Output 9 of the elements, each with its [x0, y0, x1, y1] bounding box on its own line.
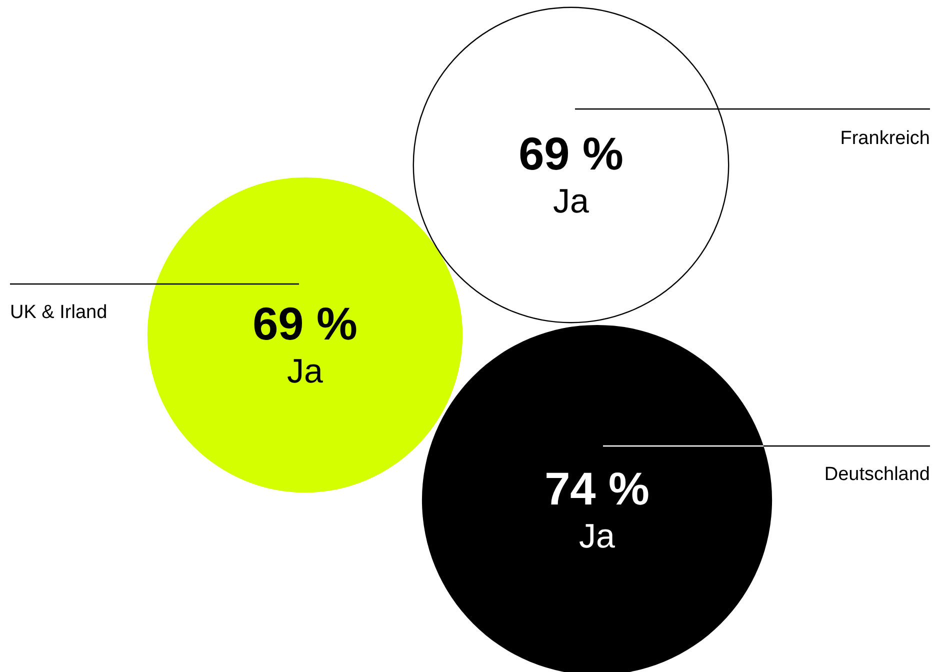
text: Ja [553, 182, 590, 220]
data-label: 74 % [544, 462, 650, 515]
data-label: 69 % [518, 128, 624, 180]
category-label: Deutschland [824, 464, 930, 486]
category-label: UK & Irland [10, 302, 108, 324]
category-label: Frankreich [840, 128, 930, 150]
text: Ja [579, 517, 616, 556]
data-label: 69 % [252, 298, 358, 350]
text: Ja [287, 352, 324, 390]
